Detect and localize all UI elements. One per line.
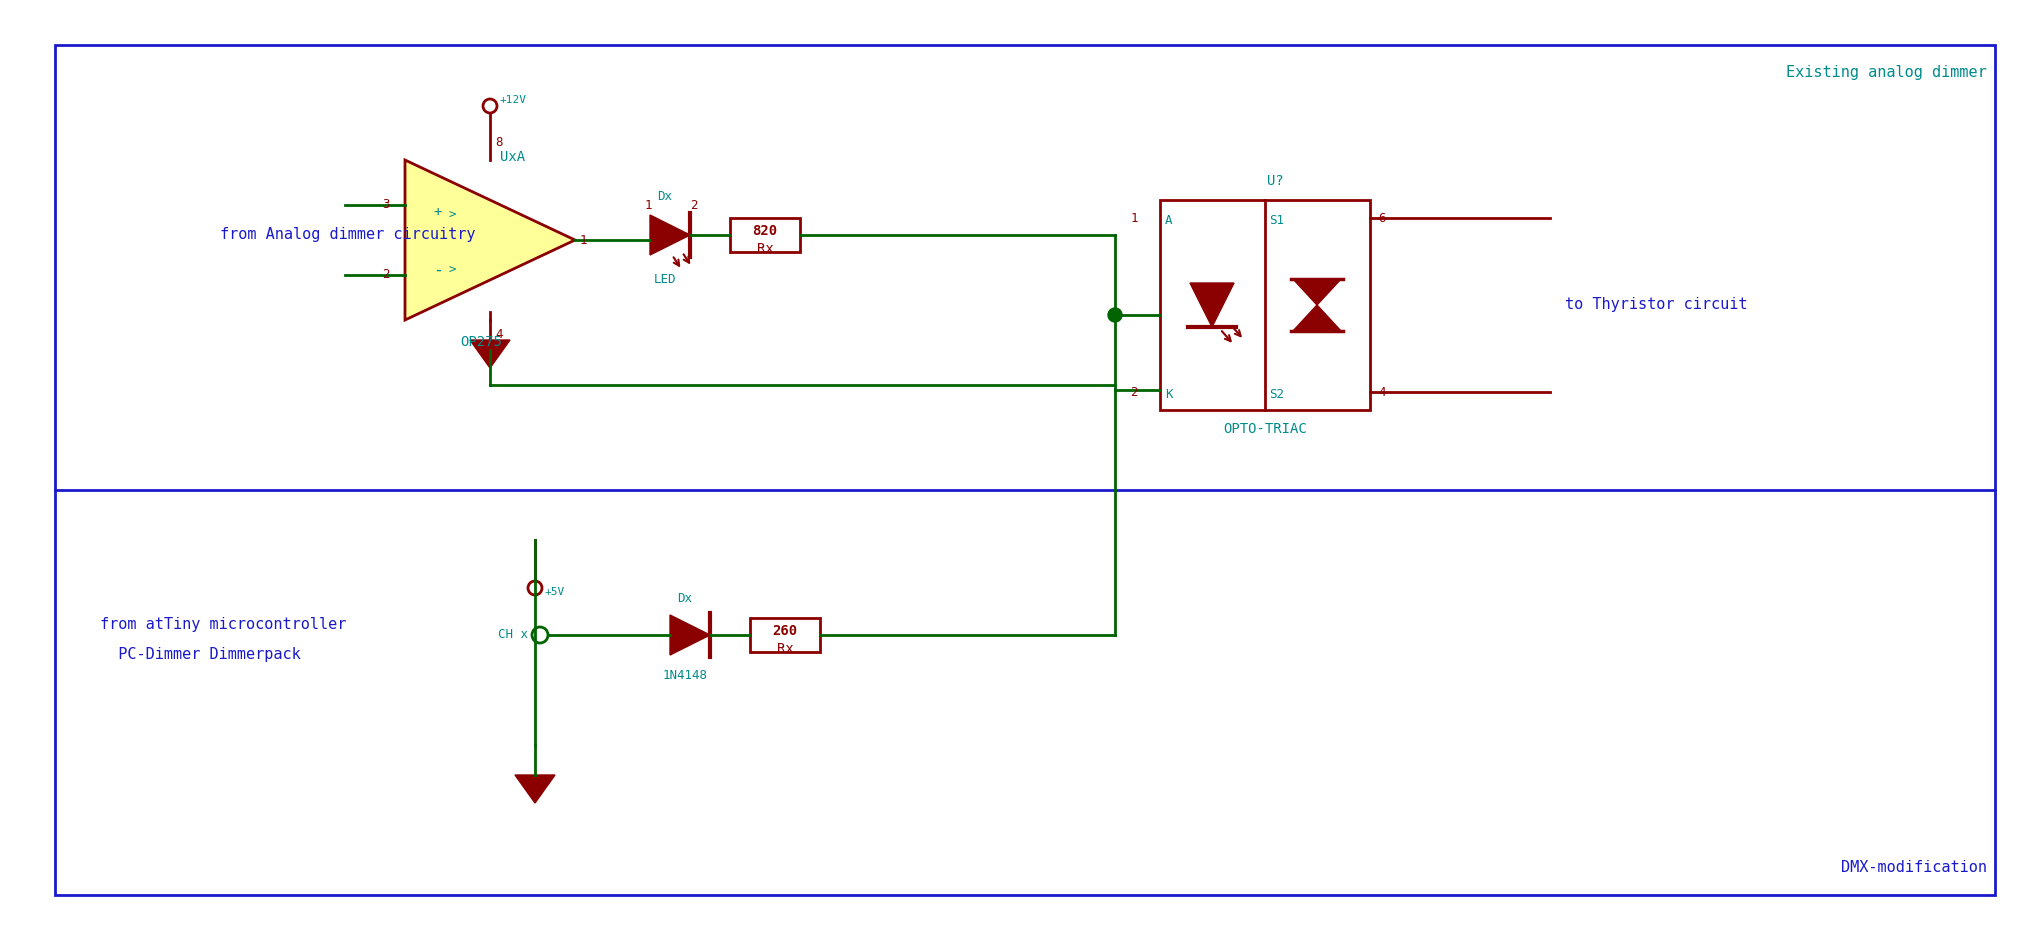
Text: 1N4148: 1N4148 — [662, 669, 707, 682]
Text: from atTiny microcontroller: from atTiny microcontroller — [100, 617, 345, 632]
Text: OPTO-TRIAC: OPTO-TRIAC — [1223, 422, 1307, 436]
Text: Rx: Rx — [776, 642, 792, 656]
Text: A: A — [1164, 213, 1172, 226]
Bar — [750, 618, 821, 652]
Text: S1: S1 — [1270, 213, 1284, 226]
Text: >: > — [449, 264, 455, 277]
Circle shape — [1107, 308, 1122, 322]
Text: OP275: OP275 — [459, 335, 502, 349]
Text: 6: 6 — [1378, 211, 1386, 224]
Text: 260: 260 — [772, 624, 799, 638]
Text: to Thyristor circuit: to Thyristor circuit — [1565, 297, 1748, 312]
Text: PC-Dimmer Dimmerpack: PC-Dimmer Dimmerpack — [100, 648, 301, 663]
Polygon shape — [650, 215, 691, 255]
Text: 8: 8 — [496, 136, 502, 149]
Text: 4: 4 — [1378, 385, 1386, 398]
Text: K: K — [1164, 389, 1172, 401]
Polygon shape — [404, 160, 575, 320]
Text: U?: U? — [1266, 174, 1284, 188]
Text: Rx: Rx — [756, 242, 774, 256]
Text: +12V: +12V — [500, 95, 526, 105]
Text: Existing analog dimmer: Existing analog dimmer — [1786, 65, 1987, 80]
Text: 2: 2 — [382, 268, 390, 281]
Text: DMX-modification: DMX-modification — [1841, 860, 1987, 875]
Text: 1: 1 — [644, 199, 652, 212]
Text: UxA: UxA — [500, 150, 524, 164]
Text: from Analog dimmer circuitry: from Analog dimmer circuitry — [219, 227, 475, 242]
Polygon shape — [1292, 305, 1341, 331]
Polygon shape — [1191, 283, 1233, 327]
Text: +: + — [433, 205, 443, 219]
Text: Dx: Dx — [658, 190, 673, 203]
Text: +5V: +5V — [545, 587, 565, 597]
Text: 1: 1 — [579, 234, 587, 247]
Text: >: > — [449, 209, 455, 222]
Text: Dx: Dx — [677, 592, 693, 605]
Text: -: - — [433, 261, 443, 279]
Text: 1: 1 — [1130, 211, 1138, 224]
Polygon shape — [514, 775, 555, 803]
Polygon shape — [469, 340, 510, 368]
Bar — [1160, 200, 1370, 410]
Bar — [729, 218, 801, 252]
Text: S2: S2 — [1270, 389, 1284, 401]
Polygon shape — [671, 615, 709, 655]
Text: 3: 3 — [382, 198, 390, 211]
Text: CH x: CH x — [498, 628, 528, 641]
Text: LED: LED — [654, 273, 677, 286]
Text: 4: 4 — [496, 328, 502, 341]
Text: 2: 2 — [691, 199, 697, 212]
Text: 2: 2 — [1130, 385, 1138, 398]
Text: 820: 820 — [752, 224, 778, 238]
Polygon shape — [1292, 279, 1341, 305]
